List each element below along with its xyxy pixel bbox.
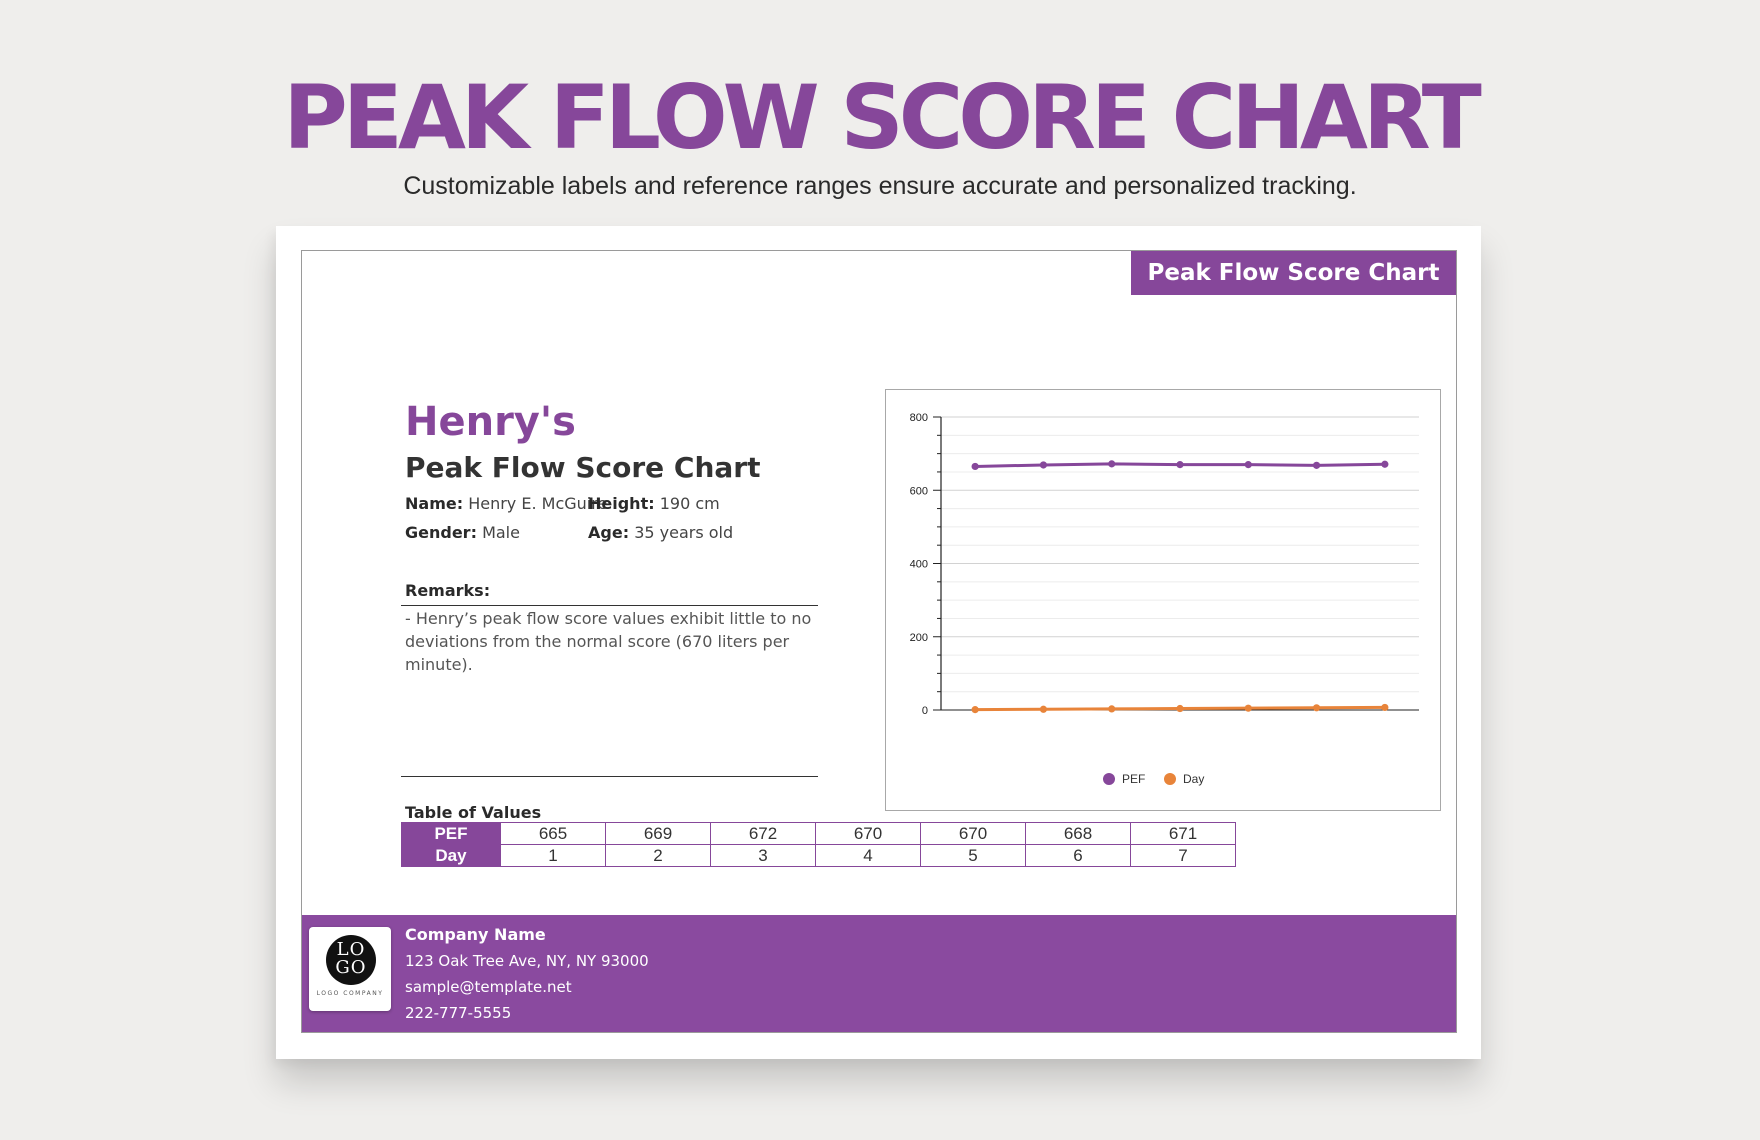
table-cell: 668 [1025,822,1131,845]
remarks-bottom-rule [401,776,818,777]
table-cell: 672 [710,822,816,845]
y-tick-label: 800 [910,412,928,424]
remarks-top-rule [401,605,818,606]
table-cell: 669 [605,822,711,845]
data-point-pef [1312,461,1321,469]
y-tick-label: 200 [910,632,928,644]
data-point-day [1039,705,1048,713]
table-cell: 7 [1130,844,1236,867]
page-subtitle: Customizable labels and reference ranges… [403,172,1357,200]
age-label: Age: [588,523,630,542]
row-header: PEF [401,822,501,845]
data-point-pef [1381,460,1389,468]
gender-label: Gender: [405,523,477,542]
data-point-day [971,706,979,714]
table-cell: 671 [1130,822,1236,845]
table-cell: 4 [815,844,921,867]
data-point-pef [1039,461,1048,469]
data-point-day [1244,704,1252,712]
line-chart: 0 200 400 600 800 PEF Day [885,389,1441,811]
height-label: Height: [588,494,655,513]
table-label: Table of Values [405,803,542,822]
age-value: 35 years old [634,523,734,542]
name-field: Name: Henry E. McGuire [405,494,607,513]
remarks-label: Remarks: [405,581,491,600]
age-field: Age: 35 years old [588,523,733,542]
chart-sheet: Peak Flow Score Chart Henry's Peak Flow … [276,226,1481,1059]
document-title: Peak Flow Score Chart [405,451,761,484]
logo-caption: LOGO COMPANY [316,990,384,997]
data-point-day [1108,705,1116,713]
data-point-day [1381,703,1389,712]
page-title: PEAK FLOW SCORE CHART [283,66,1482,169]
legend-marker-day [1164,773,1176,785]
company-logo: LO GO LOGO COMPANY [309,927,391,1011]
y-tick-label: 400 [910,559,928,571]
table-cell: 6 [1025,844,1131,867]
name-value: Henry E. McGuire [468,494,608,513]
data-point-pef [971,462,979,471]
corner-tab: Peak Flow Score Chart [1131,251,1456,295]
table-cell: 670 [815,822,921,845]
logo-text-top: LO [336,939,366,960]
logo-text-bottom: GO [335,957,367,978]
company-phone: 222-777-5555 [405,1004,512,1022]
height-field: Height: 190 cm [588,494,720,513]
table-cell: 2 [605,844,711,867]
legend-marker-pef [1103,773,1115,785]
table-cell: 670 [920,822,1026,845]
y-tick-label: 0 [922,705,928,717]
company-email: sample@template.net [405,978,572,996]
data-point-pef [1244,461,1252,469]
table-cell: 665 [500,822,606,845]
legend-label: PEF [1122,772,1145,786]
legend-label: Day [1183,772,1204,786]
row-header: Day [401,844,501,867]
data-point-day [1312,704,1321,712]
table-row: Day 1 2 3 4 5 6 7 [401,844,1236,867]
footer: LO GO LOGO COMPANY Company Name 123 Oak … [302,915,1456,1032]
logo-mark: LO GO [326,935,376,985]
gender-field: Gender: Male [405,523,520,542]
table-row: PEF 665 669 672 670 670 668 671 [401,822,1236,845]
values-table: PEF 665 669 672 670 670 668 671 Day 1 2 3 4 5 6 7 [401,822,1236,867]
data-point-pef [1108,460,1116,468]
remarks-text: - Henry’s peak flow score values exhibit… [405,609,812,674]
table-cell: 1 [500,844,606,867]
company-address: 123 Oak Tree Ave, NY, NY 93000 [405,952,649,970]
person-name: Henry's [405,399,576,445]
company-name: Company Name [405,925,546,944]
name-label: Name: [405,494,464,513]
data-point-day [1176,704,1184,713]
sheet-frame: Peak Flow Score Chart Henry's Peak Flow … [301,250,1457,1033]
table-cell: 3 [710,844,816,867]
data-point-pef [1176,461,1184,469]
gender-value: Male [482,523,520,542]
table-cell: 5 [920,844,1026,867]
y-tick-label: 600 [910,485,928,497]
chart-svg: 0 200 400 600 800 PEF Day [910,412,1419,786]
height-value: 190 cm [659,494,720,513]
